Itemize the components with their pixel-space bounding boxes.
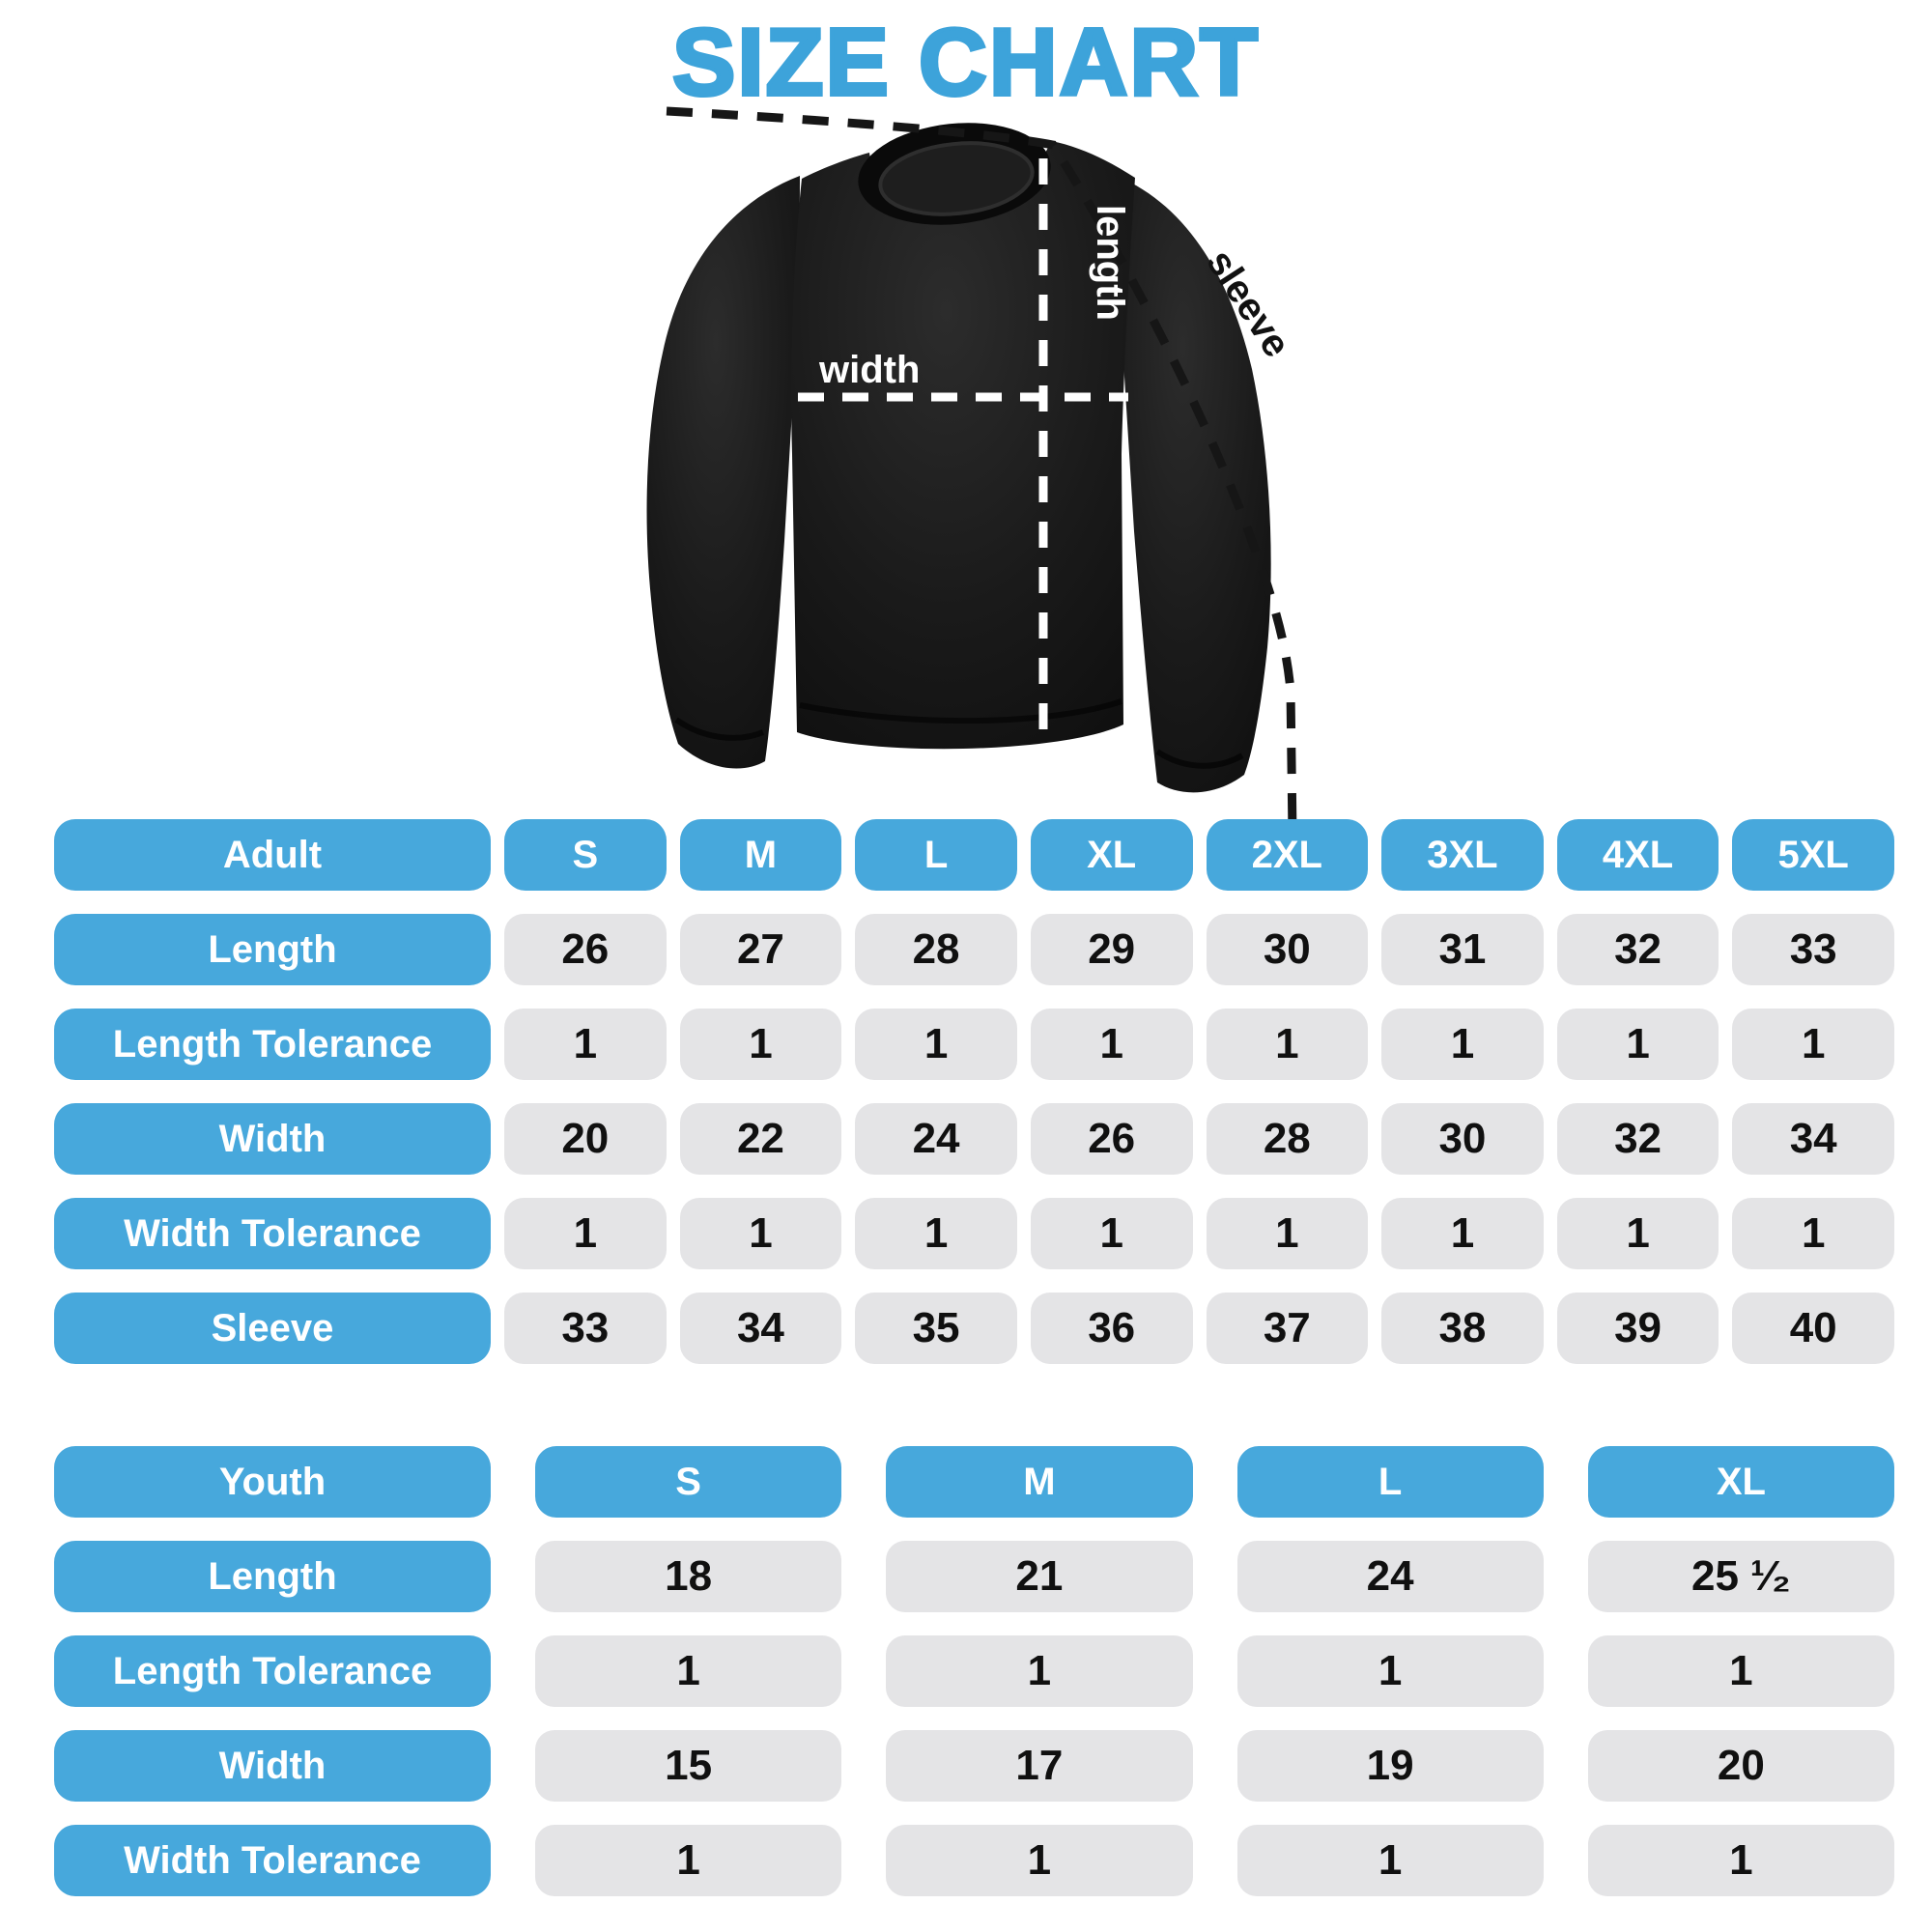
size-column-header: 2XL bbox=[1206, 819, 1369, 891]
sweatshirt-right-sleeve bbox=[1111, 174, 1271, 793]
measurement-value-cell: 24 bbox=[1236, 1541, 1544, 1612]
youth-size-table: Youth S M L XL Length 18 21 24 25 ¹⁄₂ Length Toler… bbox=[54, 1446, 1894, 1896]
size-tables: Adult S M L XL 2XL 3XL 4XL 5XL Length 26 27 28 29 30 31… bbox=[54, 819, 1894, 1896]
measurement-value-cell: 1 bbox=[886, 1825, 1193, 1896]
measurement-value-cell: 30 bbox=[1206, 914, 1369, 985]
measurement-value-cell: 36 bbox=[1030, 1293, 1193, 1364]
right-cuff-seam bbox=[1155, 749, 1244, 769]
measurement-value-cell: 27 bbox=[679, 914, 842, 985]
measurement-value-cell: 1 bbox=[1556, 1198, 1719, 1269]
measurement-value-cell: 1 bbox=[1732, 1009, 1894, 1080]
sweatshirt-body bbox=[791, 141, 1135, 750]
measurement-value-cell: 15 bbox=[535, 1730, 842, 1802]
measurement-value-cell: 28 bbox=[855, 914, 1017, 985]
measurement-value-cell: 19 bbox=[1236, 1730, 1544, 1802]
adult-size-table: Adult S M L XL 2XL 3XL 4XL 5XL Length 26 27 28 29 30 31… bbox=[54, 819, 1894, 1364]
sweatshirt-left-sleeve bbox=[646, 176, 800, 769]
measurement-value-cell: 26 bbox=[1030, 1103, 1193, 1175]
sleeve-measure-line bbox=[666, 106, 1297, 821]
measurement-value-cell: 1 bbox=[1030, 1198, 1193, 1269]
measurement-value-cell: 29 bbox=[1030, 914, 1193, 985]
measurement-value-cell: 24 bbox=[855, 1103, 1017, 1175]
measurement-value-cell: 1 bbox=[535, 1635, 842, 1707]
measurement-value-cell: 34 bbox=[1732, 1103, 1894, 1175]
measurement-value-cell: 1 bbox=[1556, 1009, 1719, 1080]
measurement-row-label: Width Tolerance bbox=[54, 1825, 491, 1896]
measurement-value-cell: 1 bbox=[1587, 1635, 1894, 1707]
measurement-row-label: Width bbox=[54, 1730, 491, 1802]
measurement-value-cell: 1 bbox=[1236, 1635, 1544, 1707]
measurement-row-label: Width bbox=[54, 1103, 491, 1175]
measurement-value-cell: 1 bbox=[1732, 1198, 1894, 1269]
measurement-value-cell: 1 bbox=[1587, 1825, 1894, 1896]
measurement-value-cell: 32 bbox=[1556, 1103, 1719, 1175]
measurement-value-cell: 1 bbox=[679, 1198, 842, 1269]
collar-opening bbox=[878, 141, 1035, 216]
measurement-value-cell: 1 bbox=[504, 1198, 667, 1269]
measurement-value-cell: 1 bbox=[679, 1009, 842, 1080]
measurement-value-cell: 40 bbox=[1732, 1293, 1894, 1364]
measurement-value-cell: 25 ¹⁄₂ bbox=[1587, 1541, 1894, 1612]
size-column-header: 4XL bbox=[1556, 819, 1719, 891]
size-column-header: S bbox=[535, 1446, 842, 1518]
measurement-value-cell: 1 bbox=[1236, 1825, 1544, 1896]
measurement-value-cell: 1 bbox=[1206, 1198, 1369, 1269]
youth-group-header: Youth bbox=[54, 1446, 491, 1518]
measurement-value-cell: 1 bbox=[855, 1009, 1017, 1080]
size-column-header: M bbox=[679, 819, 842, 891]
measurement-value-cell: 32 bbox=[1556, 914, 1719, 985]
measurement-value-cell: 20 bbox=[504, 1103, 667, 1175]
size-column-header: XL bbox=[1587, 1446, 1894, 1518]
size-column-header: L bbox=[855, 819, 1017, 891]
measurement-value-cell: 1 bbox=[504, 1009, 667, 1080]
measurement-row-label: Length Tolerance bbox=[54, 1009, 491, 1080]
measurement-value-cell: 26 bbox=[504, 914, 667, 985]
measurement-value-cell: 1 bbox=[886, 1635, 1193, 1707]
measurement-value-cell: 1 bbox=[1030, 1009, 1193, 1080]
measurement-row-label: Length bbox=[54, 914, 491, 985]
measurement-value-cell: 1 bbox=[1206, 1009, 1369, 1080]
measurement-value-cell: 39 bbox=[1556, 1293, 1719, 1364]
size-column-header: S bbox=[504, 819, 667, 891]
measurement-value-cell: 20 bbox=[1587, 1730, 1894, 1802]
measurement-value-cell: 1 bbox=[1381, 1198, 1544, 1269]
measurement-value-cell: 34 bbox=[679, 1293, 842, 1364]
measurement-value-cell: 33 bbox=[504, 1293, 667, 1364]
measurement-value-cell: 31 bbox=[1381, 914, 1544, 985]
measurement-value-cell: 28 bbox=[1206, 1103, 1369, 1175]
measurement-value-cell: 1 bbox=[855, 1198, 1017, 1269]
measurement-value-cell: 37 bbox=[1206, 1293, 1369, 1364]
size-column-header: 5XL bbox=[1732, 819, 1894, 891]
measurement-value-cell: 1 bbox=[1381, 1009, 1544, 1080]
measurement-value-cell: 33 bbox=[1732, 914, 1894, 985]
measurement-row-label: Length bbox=[54, 1541, 491, 1612]
adult-group-header: Adult bbox=[54, 819, 491, 891]
page-title: SIZE CHART bbox=[670, 7, 1260, 117]
hem-seam bbox=[799, 698, 1122, 724]
measurement-row-label: Length Tolerance bbox=[54, 1635, 491, 1707]
size-column-header: L bbox=[1236, 1446, 1544, 1518]
sweatshirt-measurement-diagram: width length sleeve bbox=[646, 106, 1298, 821]
measurement-row-label: Width Tolerance bbox=[54, 1198, 491, 1269]
left-cuff-seam bbox=[674, 717, 765, 741]
length-label: length bbox=[1089, 205, 1131, 321]
size-column-header: M bbox=[886, 1446, 1193, 1518]
measurement-value-cell: 21 bbox=[886, 1541, 1193, 1612]
measurement-value-cell: 35 bbox=[855, 1293, 1017, 1364]
measurement-value-cell: 22 bbox=[679, 1103, 842, 1175]
measurement-value-cell: 18 bbox=[535, 1541, 842, 1612]
measurement-value-cell: 17 bbox=[886, 1730, 1193, 1802]
measurement-value-cell: 30 bbox=[1381, 1103, 1544, 1175]
measurement-value-cell: 38 bbox=[1381, 1293, 1544, 1364]
size-column-header: XL bbox=[1030, 819, 1193, 891]
size-column-header: 3XL bbox=[1381, 819, 1544, 891]
measurement-row-label: Sleeve bbox=[54, 1293, 491, 1364]
width-label: width bbox=[818, 349, 920, 391]
measurement-value-cell: 1 bbox=[535, 1825, 842, 1896]
